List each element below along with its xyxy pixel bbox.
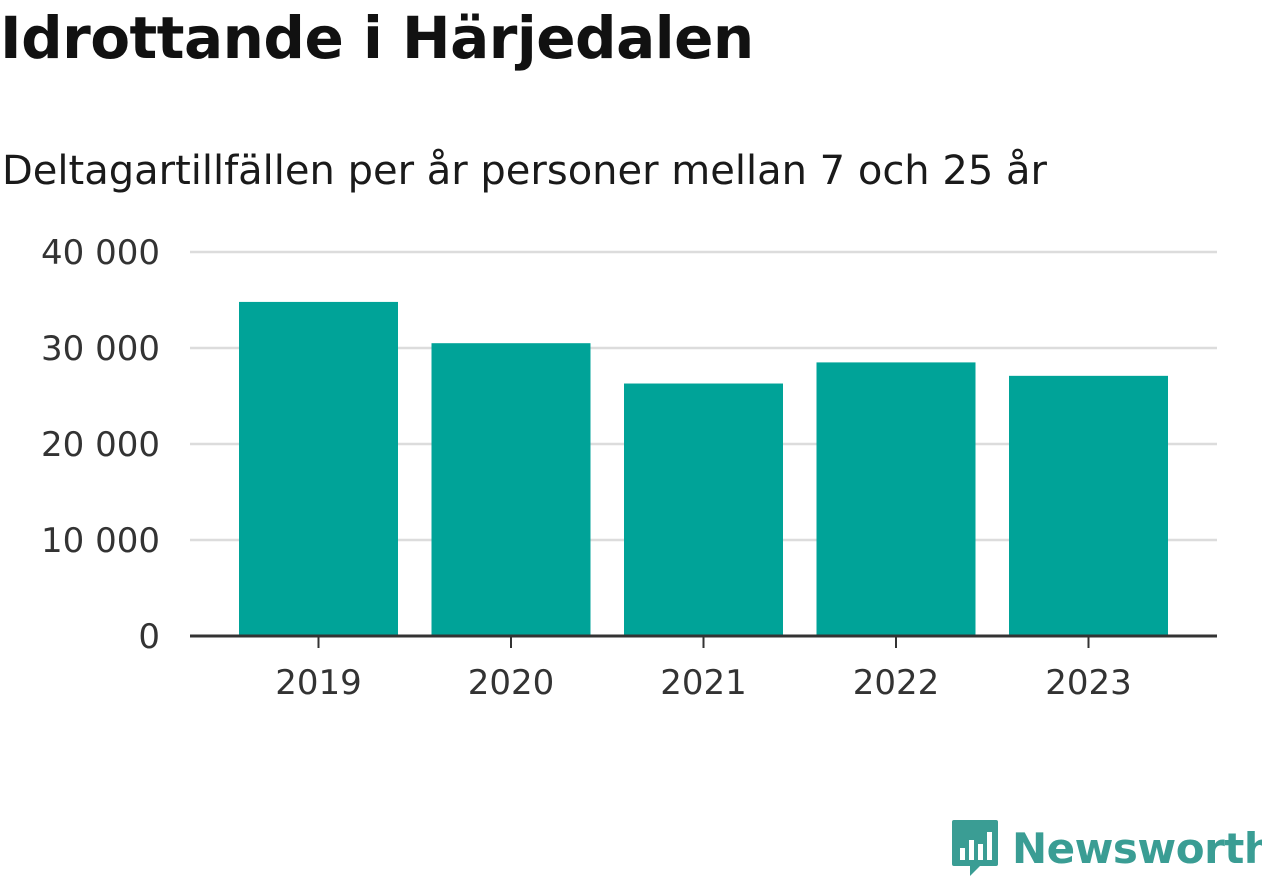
y-axis-ticks: 0 10 000 20 000 30 000 40 000 xyxy=(41,233,160,657)
bar-2023 xyxy=(1009,375,1168,636)
bars xyxy=(239,301,1168,636)
y-tick-label: 20 000 xyxy=(41,425,160,465)
bar-chart-speech-bubble-icon xyxy=(952,820,998,876)
y-tick-label: 40 000 xyxy=(41,233,160,273)
logo-text: Newsworthy xyxy=(1012,823,1262,873)
newsworthy-logo: Newsworthy xyxy=(950,818,1262,878)
x-axis-ticks: 2019 2020 2021 2022 2023 xyxy=(275,636,1132,703)
x-tick-label: 2019 xyxy=(275,663,362,703)
y-tick-label: 30 000 xyxy=(41,329,160,369)
chart-subtitle: Deltagartillfällen per år personer mella… xyxy=(2,148,1047,194)
x-tick-label: 2022 xyxy=(853,663,940,703)
x-tick-label: 2020 xyxy=(468,663,555,703)
chart-title: Idrottande i Härjedalen xyxy=(0,4,754,72)
bar-2020 xyxy=(431,343,591,636)
bar-2022 xyxy=(816,362,976,636)
y-tick-label: 0 xyxy=(138,617,160,657)
x-tick-label: 2023 xyxy=(1045,663,1132,703)
bar-2019 xyxy=(239,301,398,636)
bar-2021 xyxy=(624,383,783,636)
y-tick-label: 10 000 xyxy=(41,521,160,561)
x-tick-label: 2021 xyxy=(660,663,747,703)
